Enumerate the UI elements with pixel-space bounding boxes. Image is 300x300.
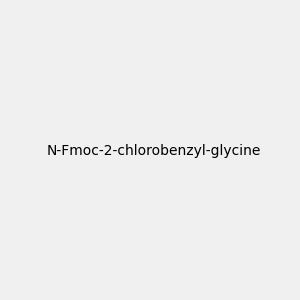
Text: N-Fmoc-2-chlorobenzyl-glycine: N-Fmoc-2-chlorobenzyl-glycine: [46, 145, 261, 158]
